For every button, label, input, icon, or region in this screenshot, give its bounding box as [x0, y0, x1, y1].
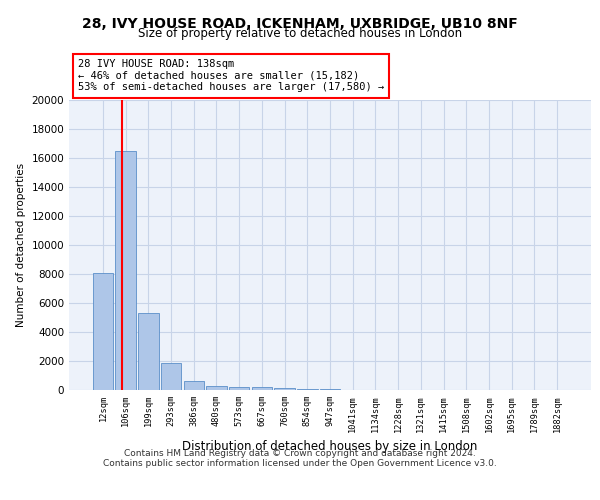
Bar [274, 388, 295, 390]
Text: Contains public sector information licensed under the Open Government Licence v3: Contains public sector information licen… [103, 458, 497, 468]
Bar [161, 363, 181, 390]
Bar [93, 274, 113, 390]
Bar [206, 386, 227, 390]
Bar [229, 387, 250, 390]
Bar [251, 388, 272, 390]
Bar [184, 380, 204, 390]
X-axis label: Distribution of detached houses by size in London: Distribution of detached houses by size … [182, 440, 478, 453]
Text: Contains HM Land Registry data © Crown copyright and database right 2024.: Contains HM Land Registry data © Crown c… [124, 448, 476, 458]
Y-axis label: Number of detached properties: Number of detached properties [16, 163, 26, 327]
Text: 28 IVY HOUSE ROAD: 138sqm
← 46% of detached houses are smaller (15,182)
53% of s: 28 IVY HOUSE ROAD: 138sqm ← 46% of detac… [78, 60, 384, 92]
Bar [138, 313, 158, 390]
Bar [115, 151, 136, 390]
Bar [297, 389, 317, 390]
Text: 28, IVY HOUSE ROAD, ICKENHAM, UXBRIDGE, UB10 8NF: 28, IVY HOUSE ROAD, ICKENHAM, UXBRIDGE, … [82, 18, 518, 32]
Text: Size of property relative to detached houses in London: Size of property relative to detached ho… [138, 28, 462, 40]
